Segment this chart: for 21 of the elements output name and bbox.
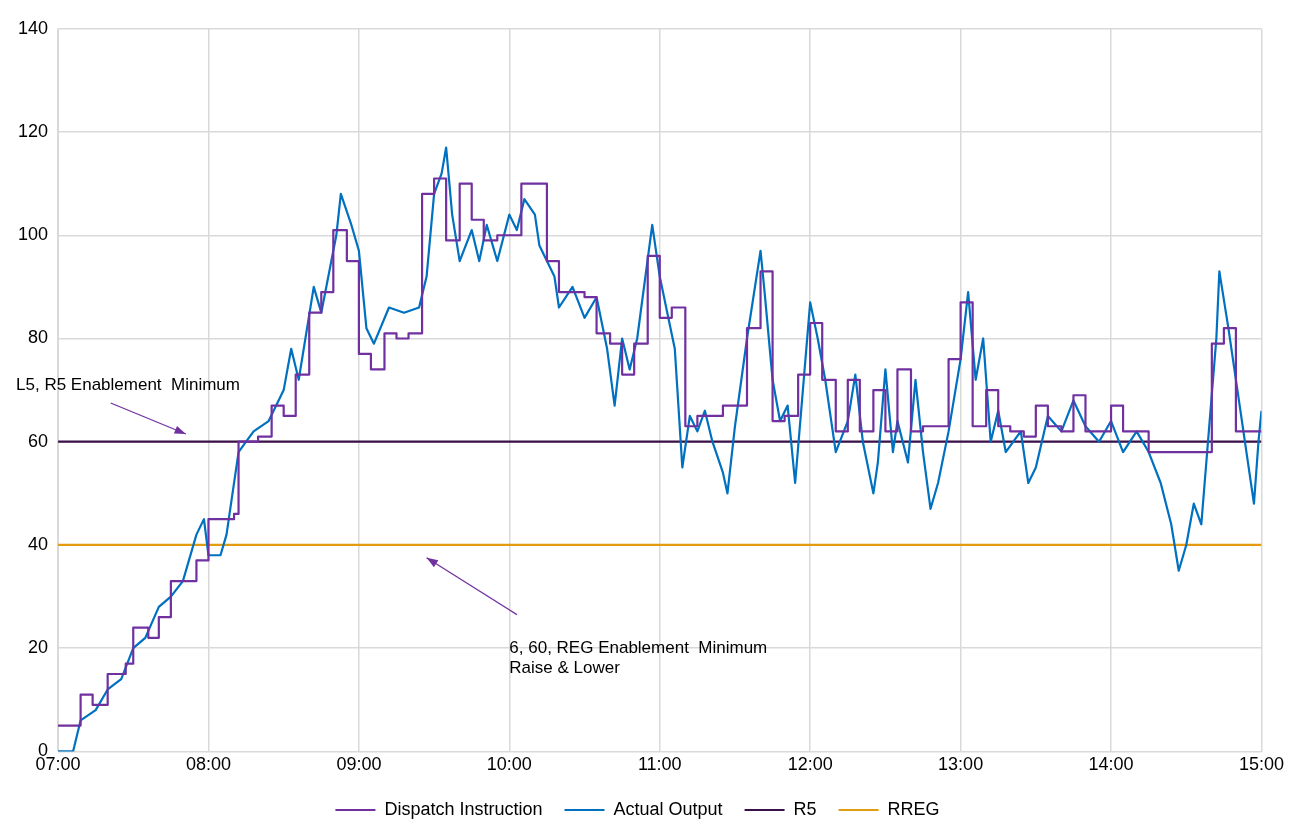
x-tick-label: 09:00 xyxy=(336,754,382,775)
legend-label: RREG xyxy=(887,798,940,819)
y-tick-label: 120 xyxy=(17,121,49,141)
y-tick-label: 60 xyxy=(28,430,49,451)
x-tick-label: 10:00 xyxy=(486,754,532,775)
y-tick-label: 80 xyxy=(28,327,49,348)
x-tick-label: 11:00 xyxy=(637,754,682,775)
legend-label: Actual Output xyxy=(613,798,723,819)
legend-label: Dispatch Instruction xyxy=(384,798,543,819)
y-tick-label: 20 xyxy=(28,637,49,658)
y-tick-label: 40 xyxy=(28,533,49,554)
annotation: 6, 60, REG Enablement Minimum Raise & Lower xyxy=(509,637,768,677)
x-tick-label: 14:00 xyxy=(1088,754,1134,775)
x-tick-label: 15:00 xyxy=(1238,754,1284,775)
legend-label: R5 xyxy=(793,798,817,819)
x-tick-label: 08:00 xyxy=(185,754,231,775)
y-tick-label: 140 xyxy=(17,17,49,38)
x-tick-label: 13:00 xyxy=(938,754,984,775)
annotation: L5, R5 Enablement Minimum xyxy=(16,374,240,394)
x-tick-label: 12:00 xyxy=(787,754,833,775)
y-tick-label: 100 xyxy=(17,224,49,245)
